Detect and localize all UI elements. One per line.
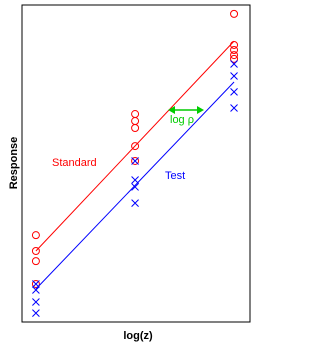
point — [32, 280, 40, 288]
point — [32, 286, 40, 294]
series-label: Standard — [52, 157, 97, 169]
point — [230, 9, 239, 18]
point — [131, 142, 140, 151]
series-label: Test — [165, 170, 185, 182]
point — [230, 88, 238, 96]
x-axis-label: log(z) — [123, 330, 153, 342]
point — [32, 298, 40, 306]
point — [31, 231, 40, 240]
point — [230, 51, 239, 60]
fit-line — [35, 40, 235, 252]
point — [230, 54, 239, 63]
point — [31, 279, 40, 288]
point — [131, 156, 140, 165]
point — [131, 199, 139, 207]
point — [31, 246, 40, 255]
arrow-head — [197, 106, 204, 114]
point — [131, 157, 139, 165]
point — [131, 183, 139, 191]
point — [230, 72, 238, 80]
point — [230, 40, 239, 49]
point — [230, 60, 238, 68]
point — [131, 123, 140, 132]
y-axis-label: Response — [8, 137, 20, 190]
fit-line — [35, 81, 235, 290]
point — [31, 257, 40, 266]
point — [230, 104, 238, 112]
plot-frame — [21, 4, 251, 323]
point — [131, 176, 139, 184]
arrow-head — [168, 106, 175, 114]
point — [32, 309, 40, 317]
annotation: log ρ — [170, 114, 194, 126]
point — [230, 46, 239, 55]
chart: log(z) Response Standard Test log ρ — [8, 4, 251, 342]
